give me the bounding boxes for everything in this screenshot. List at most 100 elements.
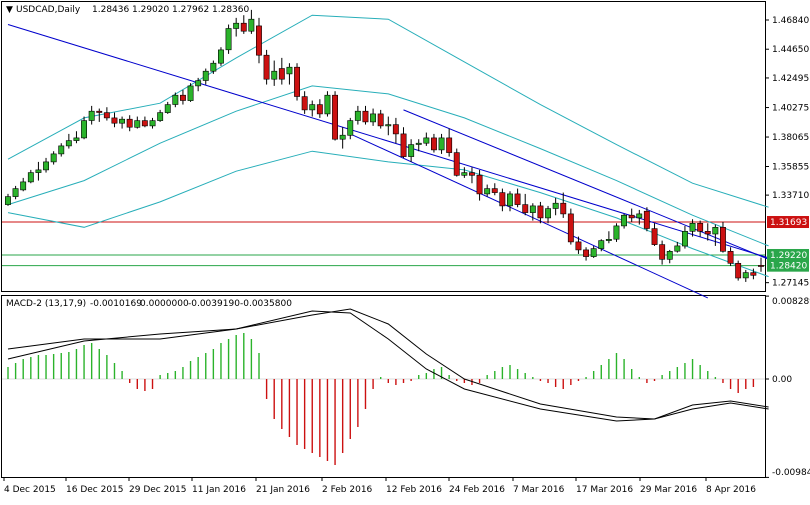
bear-candle-body bbox=[141, 120, 148, 127]
bull-candle-body bbox=[149, 120, 156, 127]
bear-candle-body bbox=[255, 25, 262, 56]
macd-signal-line bbox=[7, 308, 769, 420]
bear-candle-body bbox=[476, 174, 483, 195]
price-tick-label: 1.33710 bbox=[772, 191, 809, 201]
macd-value-2: 0.0000000 bbox=[140, 299, 189, 309]
candle bbox=[35, 161, 42, 181]
bull-candle-body bbox=[202, 70, 209, 81]
bear-candle-body bbox=[522, 204, 529, 213]
bull-candle-body bbox=[134, 120, 141, 128]
collapse-icon[interactable]: ▼ bbox=[6, 5, 13, 15]
bull-candle-body bbox=[5, 196, 11, 205]
symbol-label: USDCAD,Daily bbox=[16, 5, 81, 15]
macd-value-1: -0.0010169 bbox=[90, 299, 142, 309]
bull-candle-body bbox=[81, 120, 88, 139]
candle bbox=[719, 221, 726, 253]
bear-candle-body bbox=[583, 249, 590, 257]
bear-candle-body bbox=[628, 214, 635, 219]
bull-candle-body bbox=[681, 231, 688, 247]
support-level-label: 1.28420 bbox=[770, 262, 807, 272]
candle bbox=[73, 131, 80, 144]
bull-candle-body bbox=[423, 137, 430, 144]
bear-candle-body bbox=[659, 244, 666, 260]
candle bbox=[202, 68, 209, 85]
date-tick-label: 2 Feb 2016 bbox=[322, 485, 373, 495]
bull-candle-body bbox=[225, 28, 232, 51]
macd-header: MACD-2 (13,17,9) -0.0010169 0.0000000 -0… bbox=[6, 299, 292, 309]
macd-name: MACD-2 (13,17,9) bbox=[6, 299, 86, 309]
price-header: ▼ USDCAD,Daily 1.28436 1.29020 1.27962 1… bbox=[6, 5, 249, 15]
channel-inner-line bbox=[403, 109, 769, 260]
candle bbox=[621, 213, 628, 229]
candle bbox=[476, 169, 483, 201]
bear-candle-body bbox=[643, 210, 650, 229]
candle bbox=[141, 116, 148, 128]
candle bbox=[400, 127, 407, 158]
bear-candle-body bbox=[560, 202, 567, 215]
candle bbox=[316, 99, 323, 118]
bull-candle-body bbox=[408, 144, 415, 157]
candle bbox=[643, 207, 650, 232]
bull-candle-body bbox=[172, 94, 179, 105]
candle bbox=[415, 139, 422, 152]
candle bbox=[659, 240, 666, 265]
candle bbox=[598, 239, 605, 252]
bull-candle-body bbox=[43, 161, 50, 171]
bear-candle-body bbox=[537, 205, 544, 219]
bull-candle-body bbox=[50, 153, 57, 163]
candle bbox=[294, 63, 300, 101]
bull-candle-body bbox=[605, 239, 612, 241]
bull-candle-body bbox=[35, 169, 42, 173]
date-tick-label: 24 Feb 2016 bbox=[449, 485, 505, 495]
candle bbox=[681, 225, 688, 249]
candle bbox=[575, 236, 582, 254]
bull-candle-body bbox=[20, 181, 27, 191]
bull-candle-body bbox=[385, 124, 392, 127]
bull-candle-body bbox=[636, 213, 643, 219]
candle bbox=[484, 184, 491, 197]
bull-candle-body bbox=[339, 134, 346, 140]
bear-candle-body bbox=[377, 113, 384, 127]
candle bbox=[727, 247, 734, 266]
bear-candle-body bbox=[491, 188, 498, 193]
date-tick-label: 8 Apr 2016 bbox=[706, 485, 756, 495]
candle bbox=[301, 91, 308, 114]
candle bbox=[430, 133, 437, 153]
date-tick-label: 7 Mar 2016 bbox=[513, 485, 565, 495]
candle bbox=[172, 92, 179, 108]
candle bbox=[651, 223, 658, 246]
candle bbox=[218, 47, 224, 66]
bear-candle-body bbox=[263, 54, 270, 80]
support-level-box bbox=[767, 248, 809, 261]
price-tick-label: 1.40275 bbox=[772, 104, 809, 114]
bull-candle-body bbox=[666, 251, 673, 260]
candle bbox=[438, 133, 445, 154]
bull-candle-body bbox=[218, 49, 224, 64]
candle bbox=[187, 83, 194, 102]
candle bbox=[377, 109, 384, 129]
candle bbox=[461, 167, 468, 178]
candle bbox=[309, 100, 316, 117]
candle bbox=[164, 101, 171, 114]
bull-candle-body bbox=[65, 140, 72, 147]
bear-candle-body bbox=[332, 94, 338, 140]
candle bbox=[278, 57, 285, 85]
bear-candle-body bbox=[704, 231, 711, 235]
candle bbox=[605, 231, 612, 244]
date-tick-label: 11 Jan 2016 bbox=[192, 485, 246, 495]
candle bbox=[423, 132, 430, 146]
channel-upper-line bbox=[7, 24, 769, 259]
bull-candle-body bbox=[370, 113, 376, 123]
candle bbox=[240, 15, 247, 34]
candle bbox=[385, 116, 392, 136]
bull-candle-body bbox=[271, 70, 278, 80]
price-tick-label: 1.42495 bbox=[772, 74, 809, 84]
date-tick-label: 21 Jan 2016 bbox=[256, 485, 310, 495]
bull-candle-body bbox=[233, 22, 240, 29]
price-tick-label: 1.38065 bbox=[772, 133, 809, 143]
price-tick-label: 1.35855 bbox=[772, 163, 809, 173]
candle bbox=[750, 268, 757, 280]
bull-candle-body bbox=[119, 118, 126, 124]
candle bbox=[96, 108, 103, 122]
